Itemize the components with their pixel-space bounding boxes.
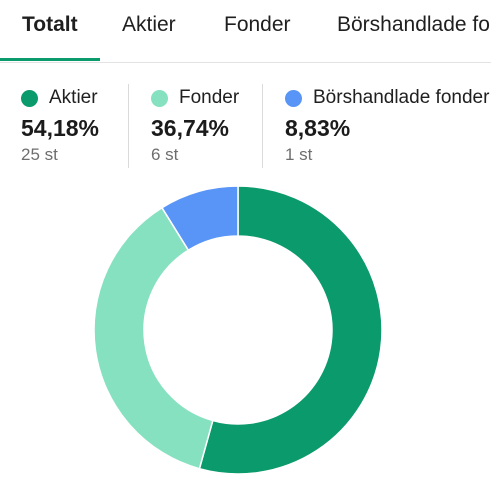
- legend-name-aktier: Aktier: [49, 87, 98, 108]
- legend-dot-aktier: [21, 90, 38, 107]
- legend-divider: [128, 84, 129, 168]
- tab-bar: Totalt Aktier Fonder Börshandlade fonder: [0, 0, 491, 63]
- tab-aktier[interactable]: Aktier: [122, 13, 176, 36]
- legend-count-fonder: 6 st: [151, 145, 179, 164]
- donut-slice-borshandlade-fonder: [160, 185, 239, 252]
- allocation-donut-chart: [93, 185, 383, 475]
- tab-fonder[interactable]: Fonder: [224, 13, 291, 36]
- legend-percent-aktier: 54,18%: [21, 115, 100, 141]
- tab-totalt[interactable]: Totalt: [22, 13, 78, 36]
- legend-name-borshandlade-fonder: Börshandlade fonder: [313, 87, 490, 108]
- active-tab-indicator: [0, 58, 100, 61]
- legend-percent-borshandlade-fonder: 8,83%: [285, 115, 351, 141]
- legend-percent-fonder: 36,74%: [151, 115, 230, 141]
- donut-slice-fonder: [93, 206, 214, 470]
- legend-count-borshandlade-fonder: 1 st: [285, 145, 313, 164]
- legend-dot-borshandlade-fonder: [285, 90, 302, 107]
- legend-divider: [262, 84, 263, 168]
- tab-borshandlade-fonder[interactable]: Börshandlade fonder: [337, 13, 491, 36]
- legend-name-fonder: Fonder: [179, 87, 240, 108]
- allocation-legend: Aktier 54,18% 25 st Fonder 36,74% 6 st B…: [0, 84, 491, 168]
- legend-count-aktier: 25 st: [21, 145, 58, 164]
- legend-dot-fonder: [151, 90, 168, 107]
- donut-slice-aktier: [198, 185, 383, 475]
